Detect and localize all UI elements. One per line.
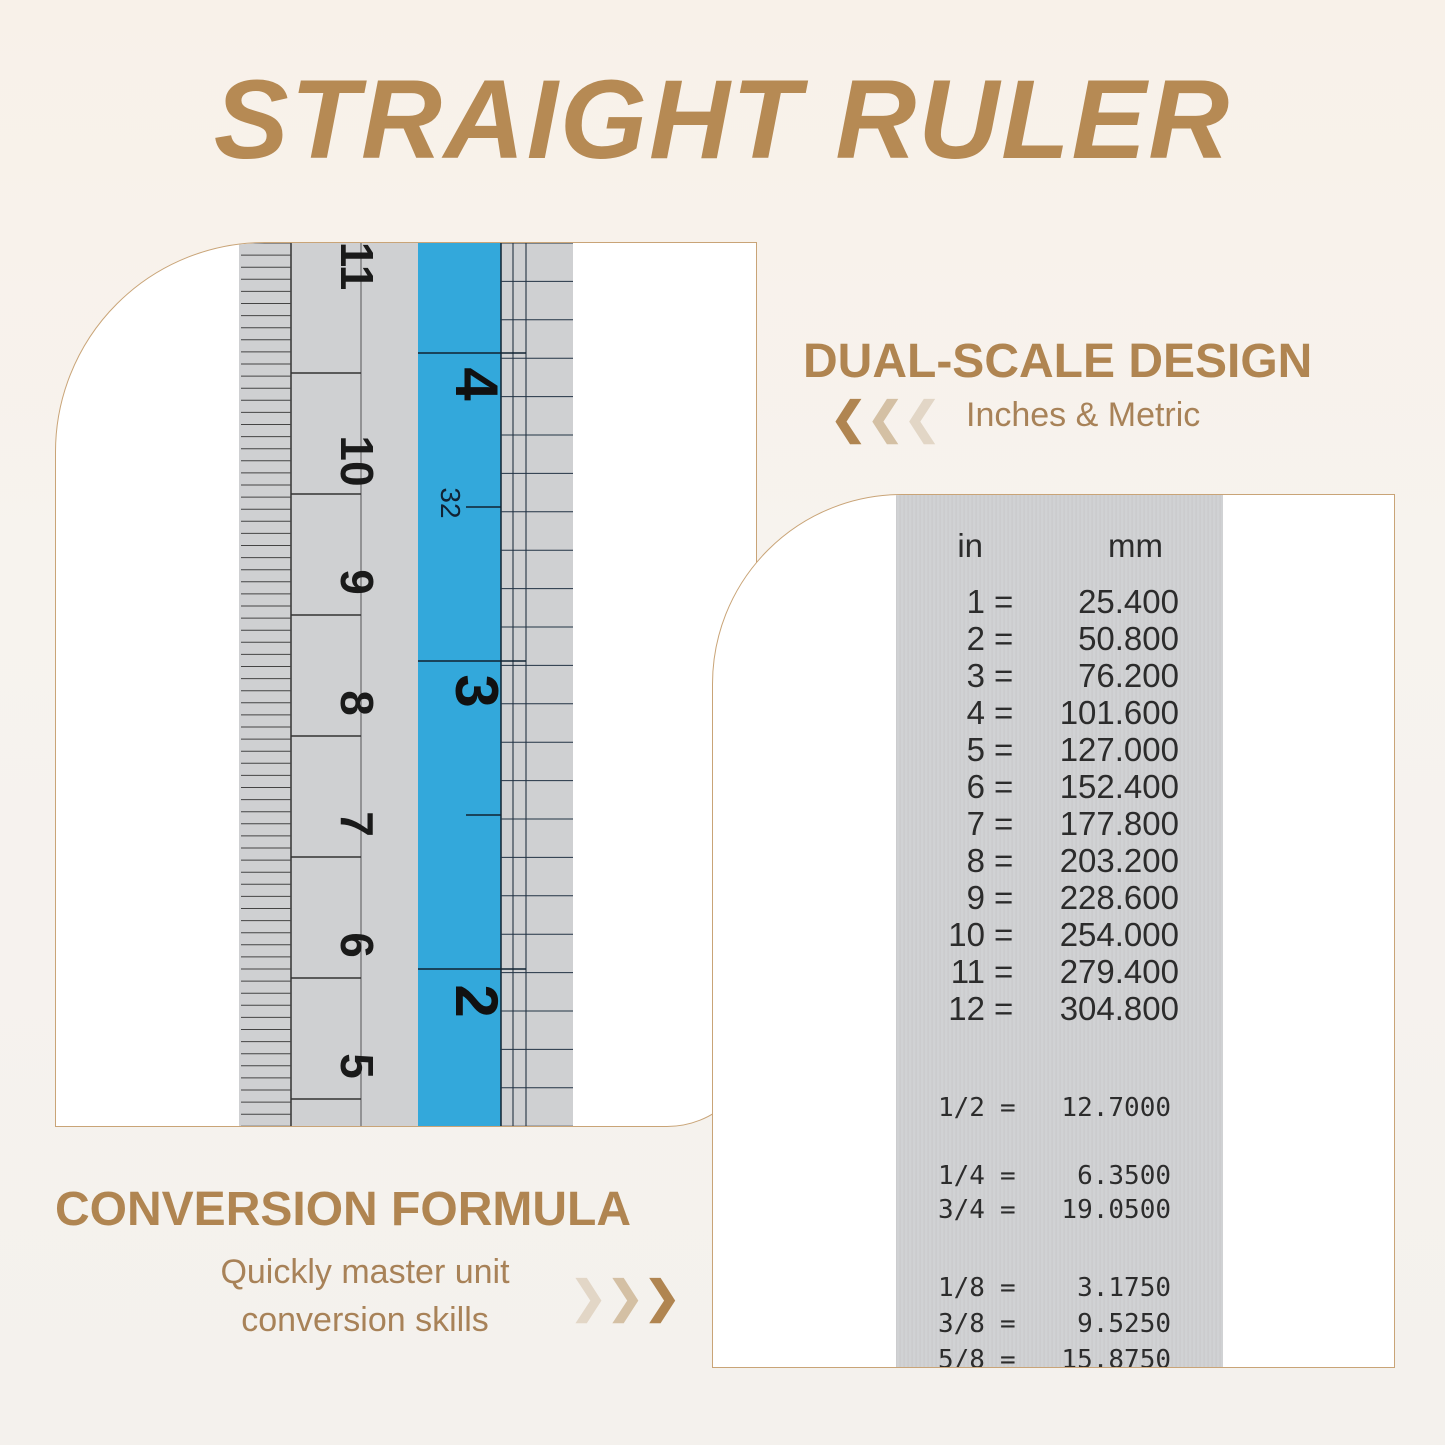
cm-label: 6: [331, 932, 383, 958]
cell: 1/2: [938, 1093, 985, 1123]
cell: 11: [950, 953, 985, 990]
cell: =: [994, 694, 1014, 731]
cell: =: [994, 805, 1014, 842]
cell: =: [1000, 1195, 1016, 1225]
cm-label: 8: [331, 690, 383, 716]
cell: 1: [966, 583, 985, 620]
cell: =: [1000, 1309, 1016, 1339]
ruler-photo-panel: 111098765443232: [55, 242, 757, 1127]
header-in: in: [957, 527, 983, 564]
inch-label: 3: [443, 674, 510, 707]
conversion-subtitle: Quickly master unit conversion skills: [150, 1248, 580, 1344]
cell: 152.400: [1059, 768, 1179, 805]
cell: 254.000: [1059, 916, 1179, 953]
cell: 1/4: [938, 1161, 985, 1191]
cell: 4: [966, 694, 985, 731]
cell: =: [994, 731, 1014, 768]
cell: 1/8: [938, 1273, 985, 1303]
cm-label: 11: [331, 243, 383, 290]
cell: 50.800: [1078, 620, 1179, 657]
cell: 228.600: [1059, 879, 1179, 916]
cell: 6: [966, 768, 985, 805]
cm-label: 10: [331, 435, 383, 486]
cell: =: [994, 620, 1014, 657]
cell: =: [994, 953, 1014, 990]
cell: 304.800: [1059, 990, 1179, 1027]
cell: =: [1000, 1345, 1016, 1368]
cm-label: 7: [331, 811, 383, 837]
cell: =: [994, 990, 1014, 1027]
subtitle-line-2: conversion skills: [241, 1301, 489, 1339]
cell: =: [1000, 1161, 1016, 1191]
cell: =: [994, 583, 1014, 620]
cell: 25.400: [1078, 583, 1179, 620]
cm-label: 9: [331, 569, 383, 595]
cell: 6.3500: [1077, 1161, 1171, 1191]
cell: 2: [966, 620, 985, 657]
cell: 279.400: [1059, 953, 1179, 990]
cell: 101.600: [1059, 694, 1179, 731]
header-mm: mm: [1108, 527, 1163, 564]
cell: =: [994, 879, 1014, 916]
cell: 7: [966, 805, 985, 842]
ruler-blue-band: [418, 243, 501, 1126]
cell: =: [994, 916, 1014, 953]
cell: 8: [966, 842, 985, 879]
cell: =: [1000, 1273, 1016, 1303]
inch-label: 4: [443, 367, 510, 401]
cell: 12: [948, 990, 985, 1027]
cell: 12.7000: [1061, 1093, 1171, 1123]
cell: 10: [948, 916, 985, 953]
page-title: STRAIGHT RULER: [213, 57, 1232, 182]
cell: 3.1750: [1077, 1273, 1171, 1303]
cell: 3/4: [938, 1195, 985, 1225]
cell: 5/8: [938, 1345, 985, 1368]
chevron-right-icon: ❯❯❯: [570, 1273, 681, 1322]
cell: =: [994, 657, 1014, 694]
conversion-table: in mm 1 = 25.400 2 = 50.800 3 = 76.200 4 = 101.600 5…: [896, 495, 1223, 1368]
small-label: 32: [435, 487, 466, 518]
cell: 3: [966, 657, 985, 694]
cell: 177.800: [1059, 805, 1179, 842]
cell: 203.200: [1059, 842, 1179, 879]
cell: 19.0500: [1061, 1195, 1171, 1225]
cm-label: 5: [331, 1053, 383, 1079]
dual-scale-heading: DUAL-SCALE DESIGN: [803, 335, 1313, 388]
chevron-left-icon: ❮❮❮: [830, 394, 941, 443]
conversion-heading: CONVERSION FORMULA: [55, 1183, 631, 1236]
cell: =: [994, 768, 1014, 805]
cell: 5: [966, 731, 985, 768]
cell: 3/8: [938, 1309, 985, 1339]
ruler-illustration: 111098765443232: [239, 243, 573, 1126]
inch-label: 2: [443, 984, 510, 1017]
ruler-body: [239, 243, 573, 1126]
cell: =: [1000, 1093, 1016, 1123]
cell: 76.200: [1078, 657, 1179, 694]
subtitle-line-1: Quickly master unit: [220, 1253, 510, 1291]
cell: =: [994, 842, 1014, 879]
cell: 127.000: [1059, 731, 1179, 768]
conversion-table-panel: in mm 1 = 25.400 2 = 50.800 3 = 76.200 4 = 101.600 5…: [712, 494, 1395, 1368]
cell: 9: [966, 879, 985, 916]
dual-scale-subtitle: Inches & Metric: [966, 396, 1201, 434]
cell: 9.5250: [1077, 1309, 1171, 1339]
cell: 15.8750: [1061, 1345, 1171, 1368]
